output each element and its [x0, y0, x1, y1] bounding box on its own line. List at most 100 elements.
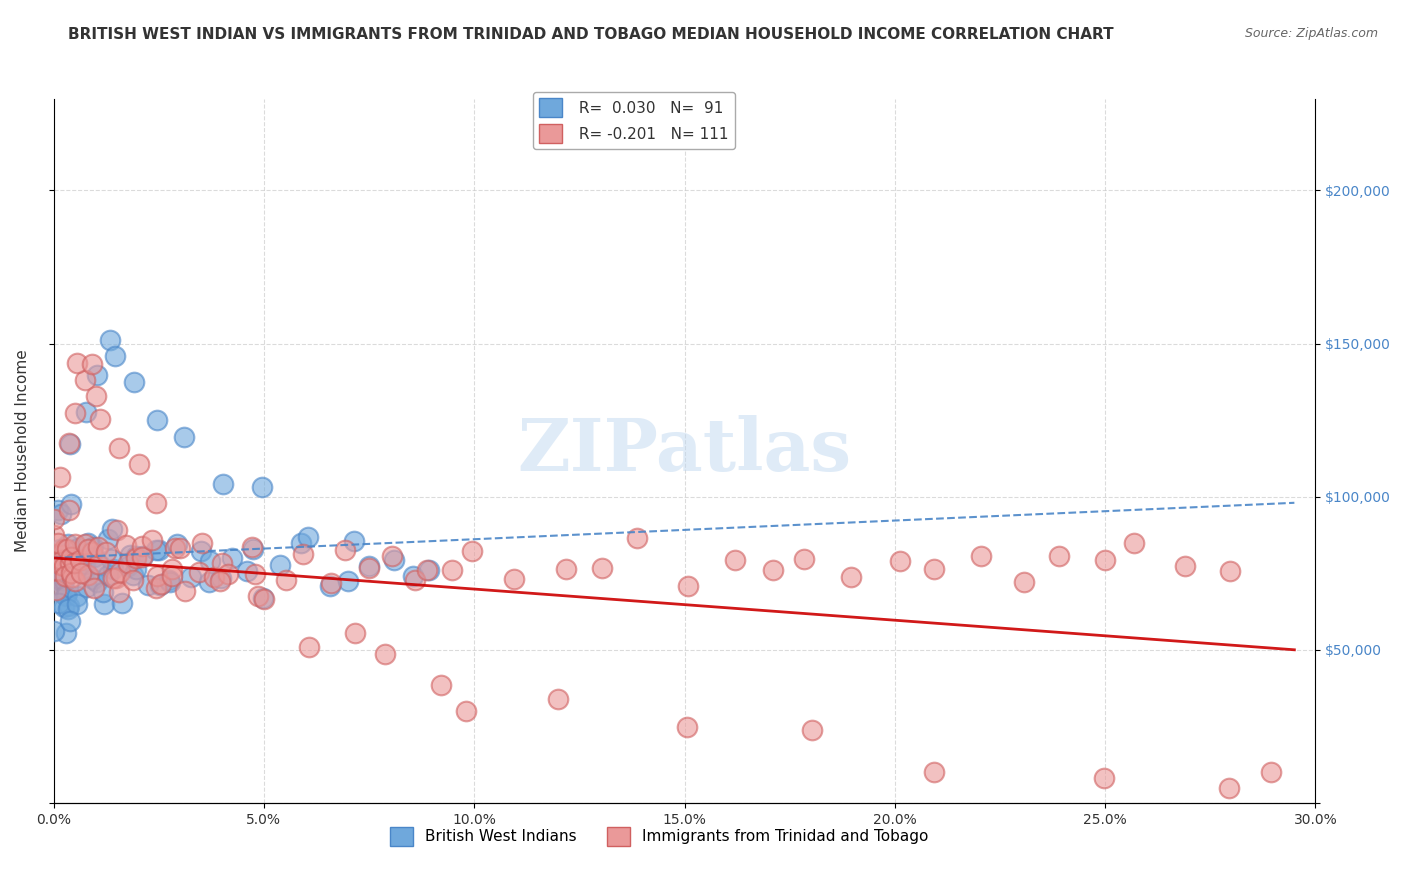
Point	[56, 536, 79, 550]
Point	[125, 549, 148, 563]
Point	[922, 562, 945, 576]
Point	[45, 563, 67, 577]
Point	[922, 764, 945, 779]
Point	[165, 541, 187, 555]
Point	[105, 523, 128, 537]
Point	[169, 541, 191, 555]
Point	[108, 565, 131, 579]
Point	[297, 530, 319, 544]
Point	[83, 549, 105, 564]
Point	[191, 536, 214, 550]
Point	[149, 577, 172, 591]
Point	[502, 573, 524, 587]
Point	[58, 503, 80, 517]
Point	[676, 720, 699, 734]
Point	[221, 551, 243, 566]
Point	[724, 553, 747, 567]
Point	[49, 469, 72, 483]
Point	[793, 551, 815, 566]
Point	[45, 582, 67, 597]
Point	[66, 597, 89, 611]
Point	[173, 430, 195, 444]
Point	[91, 584, 114, 599]
Point	[202, 570, 225, 584]
Point	[461, 544, 484, 558]
Point	[53, 554, 76, 568]
Point	[145, 542, 167, 557]
Y-axis label: Median Household Income: Median Household Income	[15, 350, 30, 552]
Point	[269, 558, 291, 572]
Point	[138, 578, 160, 592]
Point	[160, 569, 183, 583]
Point	[56, 542, 79, 557]
Point	[59, 436, 82, 450]
Point	[76, 568, 98, 582]
Point	[122, 568, 145, 582]
Point	[250, 480, 273, 494]
Point	[66, 356, 89, 370]
Point	[800, 723, 823, 738]
Point	[212, 476, 235, 491]
Point	[59, 497, 82, 511]
Point	[63, 574, 86, 589]
Point	[49, 584, 72, 599]
Point	[209, 574, 232, 589]
Point	[56, 586, 79, 600]
Point	[42, 624, 65, 638]
Point	[55, 625, 77, 640]
Point	[65, 537, 87, 551]
Point	[101, 571, 124, 585]
Point	[49, 507, 72, 521]
Point	[401, 569, 423, 583]
Point	[103, 562, 125, 576]
Point	[357, 561, 380, 575]
Point	[626, 531, 648, 545]
Point	[211, 556, 233, 570]
Point	[343, 533, 366, 548]
Point	[53, 559, 76, 574]
Point	[107, 441, 129, 455]
Point	[554, 561, 576, 575]
Point	[149, 576, 172, 591]
Point	[145, 496, 167, 510]
Point	[247, 589, 270, 603]
Point	[46, 565, 69, 579]
Text: ZIPatlas: ZIPatlas	[517, 415, 852, 486]
Point	[128, 457, 150, 471]
Point	[319, 579, 342, 593]
Point	[45, 549, 67, 563]
Point	[83, 582, 105, 596]
Point	[1047, 549, 1070, 564]
Point	[42, 512, 65, 526]
Point	[146, 569, 169, 583]
Point	[1122, 536, 1144, 550]
Point	[125, 562, 148, 576]
Point	[762, 563, 785, 577]
Point	[290, 536, 312, 550]
Point	[63, 556, 86, 570]
Point	[72, 553, 94, 567]
Point	[889, 554, 911, 568]
Point	[245, 566, 267, 581]
Point	[166, 537, 188, 551]
Point	[105, 572, 128, 586]
Point	[111, 596, 134, 610]
Point	[69, 553, 91, 567]
Point	[48, 596, 70, 610]
Point	[118, 549, 141, 563]
Point	[58, 601, 80, 615]
Point	[124, 375, 146, 389]
Point	[75, 405, 97, 419]
Point	[180, 570, 202, 584]
Point	[60, 570, 83, 584]
Point	[678, 579, 700, 593]
Point	[404, 573, 426, 587]
Point	[42, 528, 65, 542]
Point	[97, 532, 120, 546]
Point	[59, 566, 82, 580]
Point	[49, 547, 72, 561]
Point	[48, 536, 70, 550]
Point	[58, 555, 80, 569]
Point	[84, 389, 107, 403]
Point	[381, 549, 404, 564]
